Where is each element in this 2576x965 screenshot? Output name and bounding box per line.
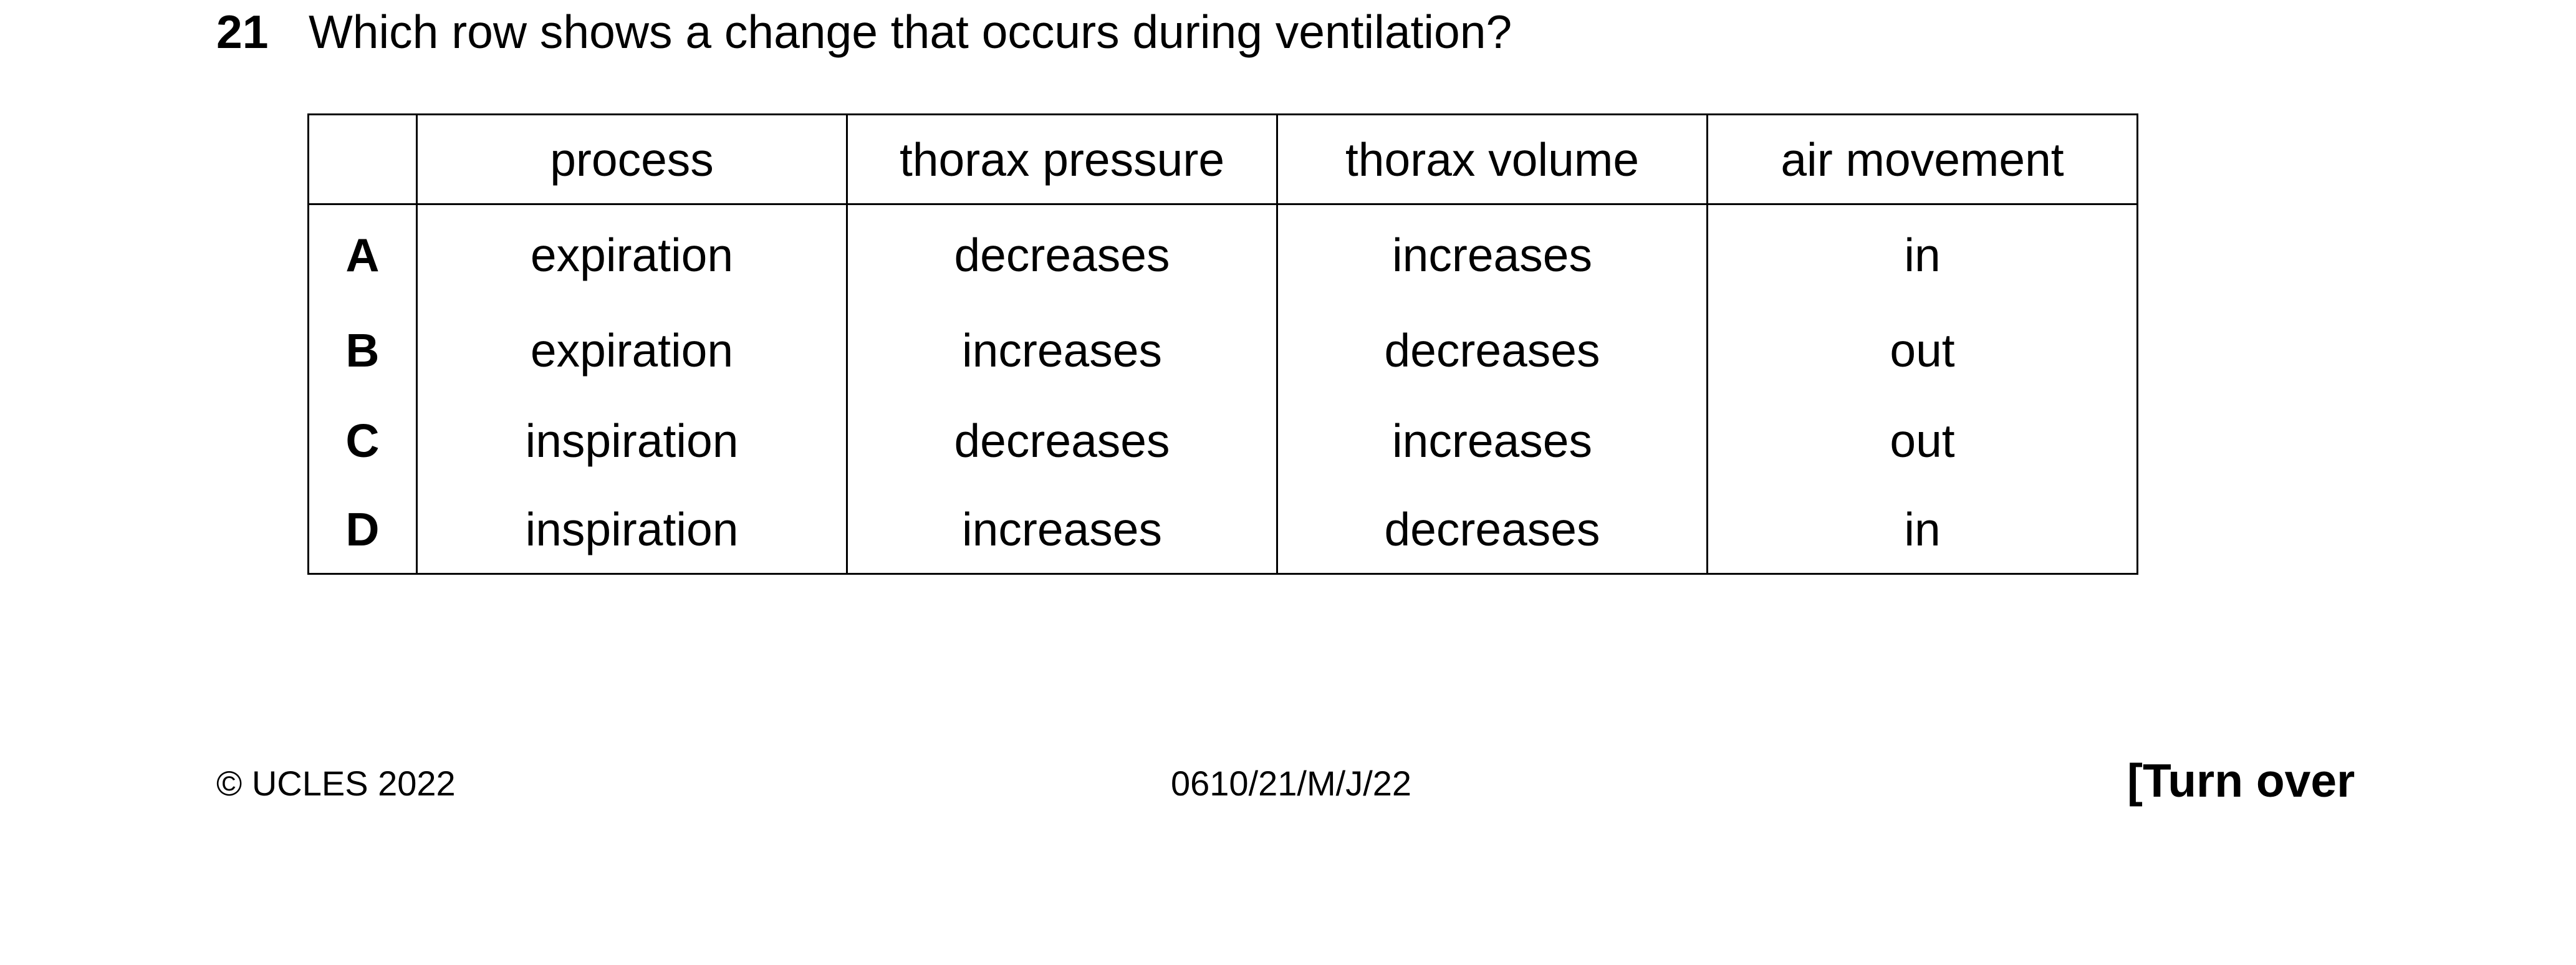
header-cell-thorax-volume: thorax volume [1276,113,1708,205]
table-header-row: process thorax pressure thorax volume ai… [307,113,2138,205]
thorax-volume-cell: decreases [1276,486,1708,575]
table-row: C inspiration decreases increases out [307,395,2138,486]
header-cell-process: process [416,113,848,205]
table-row: D inspiration increases decreases in [307,486,2138,575]
air-movement-cell: in [1706,204,2138,305]
air-movement-cell: out [1706,305,2138,395]
header-cell-letter [307,113,418,205]
thorax-volume-cell: increases [1276,395,1708,486]
table-row: B expiration increases decreases out [307,305,2138,395]
air-movement-cell: out [1706,395,2138,486]
answer-table: process thorax pressure thorax volume ai… [307,113,2138,575]
thorax-pressure-cell: decreases [846,395,1278,486]
turn-over-label: [Turn over [2127,754,2355,807]
paper-code: 0610/21/M/J/22 [1171,764,1412,803]
copyright-notice: © UCLES 2022 [216,764,456,803]
thorax-pressure-cell: increases [846,305,1278,395]
air-movement-cell: in [1706,486,2138,575]
row-letter: B [307,305,418,395]
row-letter: C [307,395,418,486]
process-cell: expiration [416,204,848,305]
process-cell: inspiration [416,395,848,486]
question-number: 21 [216,6,269,58]
process-cell: inspiration [416,486,848,575]
table-row: A expiration decreases increases in [307,204,2138,305]
question-text: Which row shows a change that occurs dur… [309,6,1512,58]
row-letter: D [307,486,418,575]
thorax-pressure-cell: decreases [846,204,1278,305]
thorax-volume-cell: increases [1276,204,1708,305]
process-cell: expiration [416,305,848,395]
thorax-pressure-cell: increases [846,486,1278,575]
header-cell-thorax-pressure: thorax pressure [846,113,1278,205]
row-letter: A [307,204,418,305]
thorax-volume-cell: decreases [1276,305,1708,395]
header-cell-air-movement: air movement [1706,113,2138,205]
